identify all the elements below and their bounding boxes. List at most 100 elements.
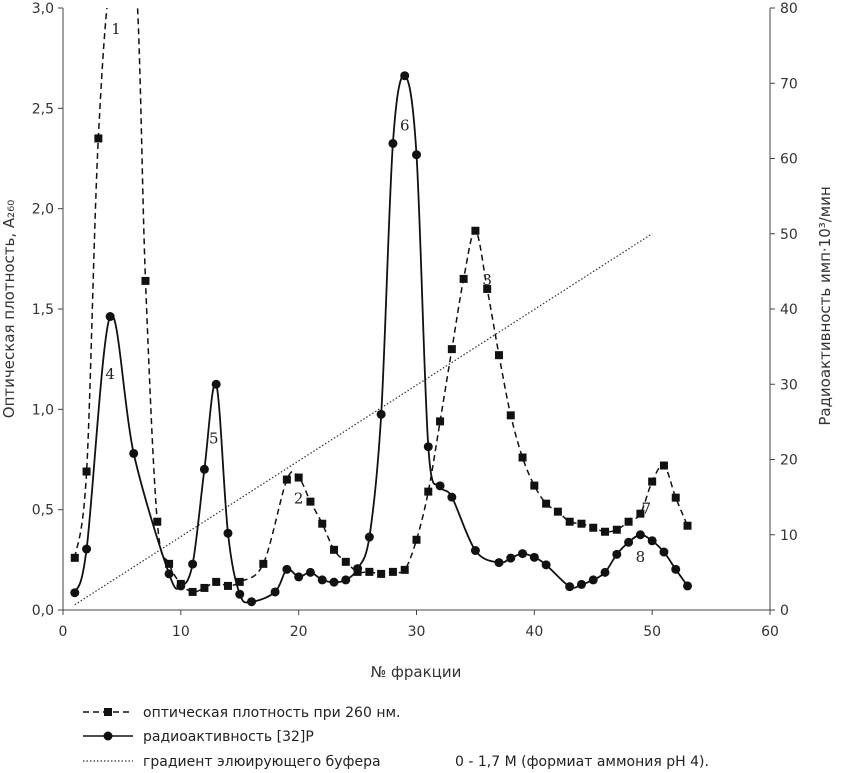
- peak-label: 3: [482, 271, 492, 289]
- radioactivity-point: [624, 537, 634, 547]
- left-y-tick-label: 2,0: [32, 202, 54, 218]
- left-y-tick-label: 3,0: [32, 1, 54, 17]
- radioactivity-point: [317, 575, 327, 585]
- radioactivity-point: [506, 553, 516, 563]
- radioactivity-point: [235, 589, 245, 599]
- optical-density-point: [188, 587, 197, 596]
- optical-density-point: [565, 517, 574, 526]
- legend-item-gradient: градиент элюирующего буфера 0 - 1,7 М (ф…: [83, 754, 709, 770]
- optical-density-point: [365, 567, 374, 576]
- labels-layer: 1 2 3 4 5 6 7 8: [105, 20, 651, 566]
- left-y-tick-label: 0,5: [32, 503, 54, 519]
- optical-density-point: [294, 473, 303, 482]
- radioactivity-point: [282, 564, 292, 574]
- radioactivity-point: [82, 544, 92, 554]
- peak-label: 5: [209, 429, 219, 447]
- legend-circle-marker: [103, 731, 113, 741]
- left-y-tick-label: 0,0: [32, 603, 54, 619]
- optical-density-point: [612, 525, 621, 534]
- optical-density-point: [424, 487, 433, 496]
- optical-density-point: [412, 535, 421, 544]
- radioactivity-point: [470, 546, 480, 556]
- optical-density-point: [447, 345, 456, 354]
- legend-gradient-note: 0 - 1,7 М (формиат аммония рН 4).: [455, 754, 709, 770]
- radioactivity-point: [612, 549, 622, 559]
- optical-density-point: [318, 519, 327, 528]
- optical-density-line: [74, 8, 689, 593]
- radioactivity-point: [223, 528, 233, 538]
- radioactivity-point: [541, 560, 551, 570]
- radioactivity-point: [164, 569, 174, 579]
- right-y-tick-label: 20: [780, 453, 798, 469]
- radioactivity-point: [211, 379, 221, 389]
- radioactivity-point: [341, 575, 351, 585]
- left-y-axis-title: Оптическая плотность, A₂₆₀: [0, 200, 18, 418]
- radioactivity-line: [73, 74, 689, 604]
- radioactivity-point: [376, 409, 386, 419]
- radioactivity-point: [647, 536, 657, 546]
- radioactivity-point: [70, 588, 80, 598]
- optical-density-point: [459, 274, 468, 283]
- left-y-tick-label: 1,5: [32, 302, 54, 318]
- right-y-tick-label: 0: [780, 603, 789, 619]
- optical-density-point: [235, 577, 244, 586]
- right-y-tick-label: 70: [780, 76, 798, 92]
- radioactivity-point: [388, 138, 398, 148]
- peak-label: 6: [400, 116, 410, 134]
- radioactivity-point: [423, 442, 433, 452]
- optical-density-point: [636, 509, 645, 518]
- legend-item-radioactivity: радиоактивность [32]P: [83, 729, 314, 745]
- radioactivity-point: [494, 558, 504, 568]
- radioactivity-point: [329, 577, 339, 587]
- radioactivity-point: [364, 532, 374, 542]
- optical-density-point: [624, 517, 633, 526]
- radioactivity-point: [600, 567, 610, 577]
- optical-density-point: [400, 565, 409, 574]
- x-tick-label: 0: [59, 624, 68, 640]
- x-tick-label: 20: [290, 624, 308, 640]
- radioactivity-point: [659, 547, 669, 557]
- radioactivity-point: [294, 572, 304, 582]
- optical-density-point: [388, 567, 397, 576]
- x-axis-title: № фракции: [371, 663, 462, 681]
- right-y-tick-label: 10: [780, 528, 798, 544]
- radioactivity-point: [129, 448, 139, 458]
- optical-density-point: [341, 557, 350, 566]
- optical-density-point: [306, 497, 315, 506]
- series-layer: [70, 8, 693, 607]
- optical-density-point: [82, 467, 91, 476]
- legend-square-marker: [104, 708, 112, 716]
- radioactivity-point: [400, 71, 410, 81]
- peak-label: 7: [642, 500, 652, 518]
- optical-density-point: [601, 527, 610, 536]
- optical-density-point: [200, 583, 209, 592]
- optical-density-point: [683, 521, 692, 530]
- x-tick-label: 60: [761, 624, 779, 640]
- radioactivity-point: [635, 530, 645, 540]
- optical-density-point: [530, 481, 539, 490]
- optical-density-point: [436, 417, 445, 426]
- x-tick-label: 40: [525, 624, 543, 640]
- x-tick-label: 10: [172, 624, 190, 640]
- optical-density-point: [471, 226, 480, 235]
- x-tick-label: 30: [408, 624, 426, 640]
- optical-density-point: [659, 461, 668, 470]
- optical-density-point: [141, 276, 150, 285]
- radioactivity-point: [105, 312, 115, 322]
- radioactivity-point: [529, 552, 539, 562]
- radioactivity-point: [188, 559, 198, 569]
- right-y-axis-title: Радиоактивность имп·10³/мин: [816, 186, 834, 425]
- radioactivity-point: [353, 564, 363, 574]
- legend-label-optical-density: оптическая плотность при 260 нм.: [143, 705, 400, 721]
- radioactivity-point: [199, 464, 209, 474]
- right-y-tick-label: 60: [780, 152, 798, 168]
- legend-item-optical-density: оптическая плотность при 260 нм.: [83, 705, 400, 721]
- radioactivity-point: [176, 581, 186, 591]
- axes: [62, 8, 771, 611]
- radioactivity-point: [247, 597, 257, 607]
- optical-density-point: [223, 581, 232, 590]
- peak-label: 2: [294, 490, 304, 508]
- optical-density-point: [282, 475, 291, 484]
- optical-density-point: [377, 569, 386, 578]
- legend-label-radioactivity: радиоактивность [32]P: [143, 729, 314, 745]
